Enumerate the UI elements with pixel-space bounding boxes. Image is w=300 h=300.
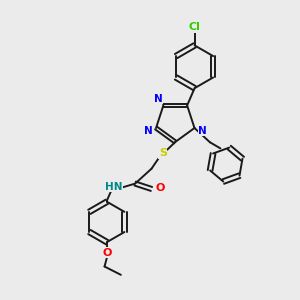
Text: HN: HN (105, 182, 122, 192)
Text: S: S (159, 148, 167, 158)
Text: O: O (155, 183, 164, 193)
Text: O: O (102, 248, 112, 257)
Text: N: N (144, 126, 152, 136)
Text: N: N (198, 126, 207, 136)
Text: N: N (154, 94, 163, 104)
Text: Cl: Cl (189, 22, 200, 32)
